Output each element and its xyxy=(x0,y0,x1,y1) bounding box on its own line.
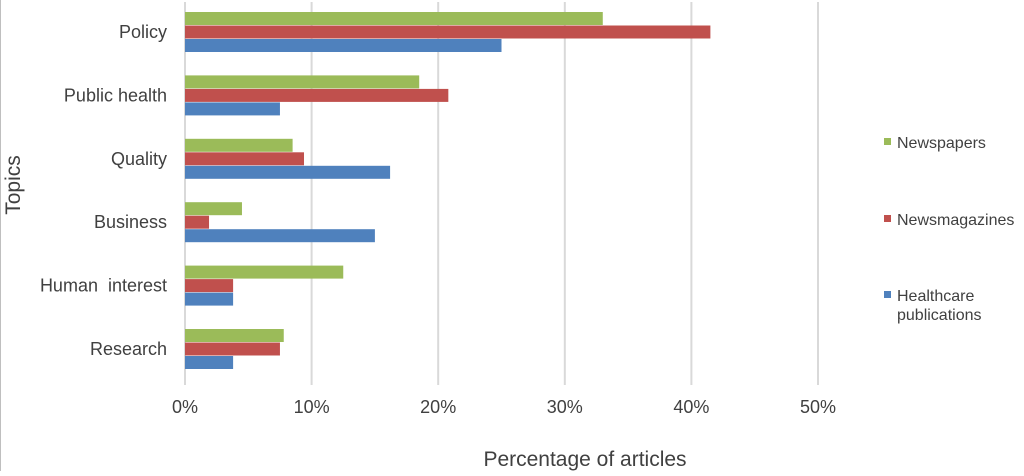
bar xyxy=(185,265,344,279)
bar xyxy=(185,39,502,52)
bar xyxy=(185,279,234,293)
y-tick-label: Business xyxy=(94,212,167,232)
gridlines xyxy=(184,2,819,385)
bar xyxy=(185,25,711,39)
y-tick-labels: Policy Public health Quality Business Human … xyxy=(40,22,167,359)
x-tick-label: 10% xyxy=(294,397,330,417)
bar xyxy=(185,88,449,102)
x-tick-label: 0% xyxy=(172,397,198,417)
legend-label: Newspapers xyxy=(897,135,986,152)
legend-swatch xyxy=(884,215,891,222)
legend-swatch xyxy=(884,138,891,145)
x-tick-labels: 0% 10% 20% 30% 40% 50% xyxy=(172,397,836,417)
x-tick-label: 20% xyxy=(420,397,456,417)
bar xyxy=(185,215,210,229)
bar xyxy=(185,202,242,216)
y-tick-label: Quality xyxy=(111,149,167,169)
y-axis-title: Topics xyxy=(2,155,25,215)
x-tick-label: 50% xyxy=(800,397,836,417)
bar xyxy=(185,356,234,369)
legend-swatch xyxy=(884,291,891,298)
bar xyxy=(185,329,284,342)
legend: Newspapers Newsmagazines Healthcare publica… xyxy=(884,135,1014,324)
bar xyxy=(185,229,375,243)
y-tick-label: Policy xyxy=(119,22,167,42)
bar xyxy=(185,12,603,25)
x-axis-title: Percentage of articles xyxy=(483,448,686,471)
bar xyxy=(185,138,293,152)
y-tick-label: Research xyxy=(90,339,167,359)
bar xyxy=(185,102,280,116)
x-tick-label: 30% xyxy=(547,397,583,417)
bar xyxy=(185,342,280,356)
x-tick-label: 40% xyxy=(673,397,709,417)
y-tick-label: Public health xyxy=(64,85,167,105)
bar xyxy=(185,152,305,166)
bar xyxy=(185,165,391,179)
legend-label: Newsmagazines xyxy=(897,212,1014,229)
bars xyxy=(185,12,711,369)
y-tick-label: Human interest xyxy=(40,276,167,296)
bar xyxy=(185,292,234,306)
legend-label: Healthcare publications xyxy=(897,288,982,324)
bar xyxy=(185,75,420,89)
